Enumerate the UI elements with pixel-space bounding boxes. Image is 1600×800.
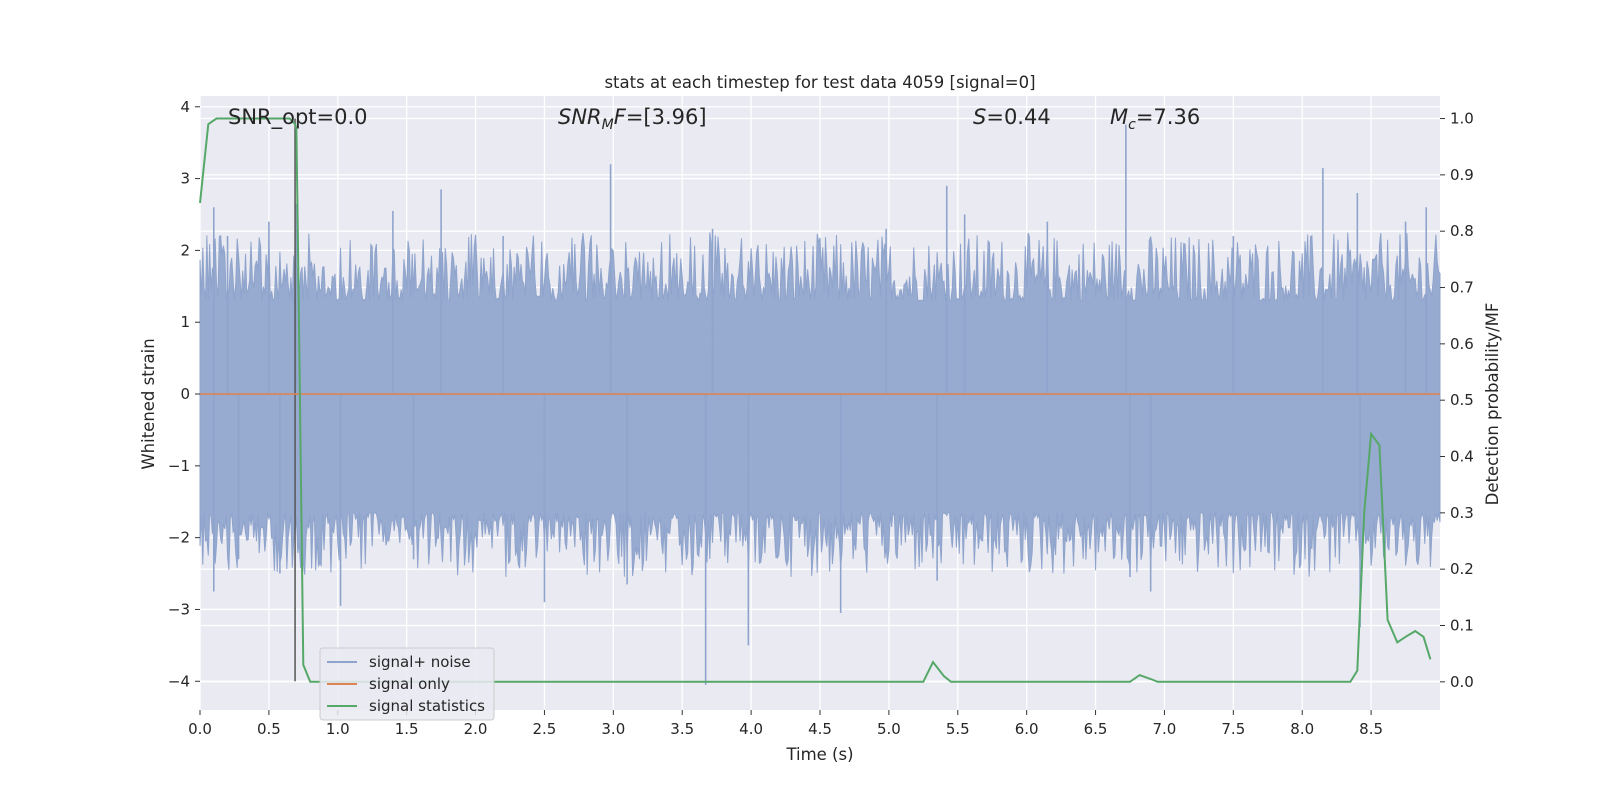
y-tick-label: −1 bbox=[168, 457, 190, 475]
x-tick-label: 7.5 bbox=[1221, 720, 1245, 738]
y-right-tick-label: 1.0 bbox=[1450, 110, 1474, 128]
legend-label-statistics: signal statistics bbox=[369, 697, 485, 715]
y-tick-label: 3 bbox=[180, 170, 190, 188]
x-tick-label: 5.5 bbox=[946, 720, 970, 738]
y-right-tick-label: 0.5 bbox=[1450, 391, 1474, 409]
mc-value: =7.36 bbox=[1136, 105, 1200, 129]
y-right-axis-label: Detection probability/MF bbox=[1483, 303, 1502, 506]
legend: signal+ noise signal only signal statist… bbox=[319, 647, 495, 721]
mc-annotation: Mc=7.36 bbox=[1110, 105, 1200, 133]
y-right-tick-label: 0.4 bbox=[1450, 448, 1474, 466]
chart-title: stats at each timestep for test data 405… bbox=[604, 73, 1035, 92]
x-tick-label: 3.0 bbox=[601, 720, 625, 738]
y-right-tick-label: 0.7 bbox=[1450, 279, 1474, 297]
y-axis-label: Whitened strain bbox=[139, 338, 158, 469]
y-right-tick-label: 0.0 bbox=[1450, 673, 1474, 691]
x-tick-label: 4.0 bbox=[739, 720, 763, 738]
y-right-tick-label: 0.2 bbox=[1450, 560, 1474, 578]
y-right-tick-label: 0.8 bbox=[1450, 222, 1474, 240]
y-tick-label: 2 bbox=[180, 241, 190, 259]
x-tick-label: 7.0 bbox=[1153, 720, 1177, 738]
y-tick-label: 0 bbox=[180, 385, 190, 403]
snr-opt-annotation: SNR_opt=0.0 bbox=[228, 105, 368, 130]
x-tick-label: 6.0 bbox=[1015, 720, 1039, 738]
y-tick-label: −2 bbox=[168, 529, 190, 547]
y-right-tick-label: 0.3 bbox=[1450, 504, 1474, 522]
x-tick-label: 1.5 bbox=[395, 720, 419, 738]
noise-band bbox=[199, 232, 1441, 577]
y-tick-labels: 4 3 2 1 0 −1 −2 −3 −4 bbox=[168, 98, 200, 690]
x-tick-label: 8.5 bbox=[1359, 720, 1383, 738]
x-axis-label: Time (s) bbox=[785, 745, 853, 764]
y-right-tick-label: 0.1 bbox=[1450, 617, 1474, 635]
s-value: =0.44 bbox=[986, 105, 1050, 129]
x-tick-label: 6.5 bbox=[1084, 720, 1108, 738]
x-tick-label: 0.5 bbox=[257, 720, 281, 738]
y-tick-label: 1 bbox=[180, 313, 190, 331]
y-tick-label: −3 bbox=[168, 600, 190, 618]
x-tick-label: 5.0 bbox=[877, 720, 901, 738]
snr-mf-annotation: SNRMF=[3.96] bbox=[558, 105, 707, 133]
y-right-tick-label: 0.9 bbox=[1450, 166, 1474, 184]
legend-box bbox=[319, 647, 495, 721]
line-series bbox=[199, 117, 1440, 683]
x-tick-label: 3.5 bbox=[670, 720, 694, 738]
legend-label-noise: signal+ noise bbox=[369, 653, 471, 671]
x-tick-label: 8.0 bbox=[1290, 720, 1314, 738]
x-tick-label: 2.0 bbox=[464, 720, 488, 738]
snr-mf-value: =[3.96] bbox=[626, 105, 707, 129]
y-right-tick-labels: 1.0 0.9 0.8 0.7 0.6 0.5 0.4 0.3 0.2 0.1 0.0 bbox=[1440, 110, 1474, 691]
x-tick-labels: 0.0 0.5 1.0 1.5 2.0 2.5 3.0 3.5 4.0 4.5 5.0 5.5 6.0 6… bbox=[188, 710, 1383, 738]
s-annotation: S=0.44 bbox=[973, 105, 1051, 129]
y-tick-label: 4 bbox=[180, 98, 190, 116]
signal-statistics-line bbox=[199, 117, 1432, 683]
x-tick-label: 0.0 bbox=[188, 720, 212, 738]
legend-label-signal-only: signal only bbox=[369, 675, 450, 693]
y-right-tick-label: 0.6 bbox=[1450, 335, 1474, 353]
x-tick-label: 2.5 bbox=[533, 720, 557, 738]
x-tick-label: 4.5 bbox=[808, 720, 832, 738]
x-tick-label: 1.0 bbox=[326, 720, 350, 738]
y-tick-label: −4 bbox=[168, 672, 190, 690]
